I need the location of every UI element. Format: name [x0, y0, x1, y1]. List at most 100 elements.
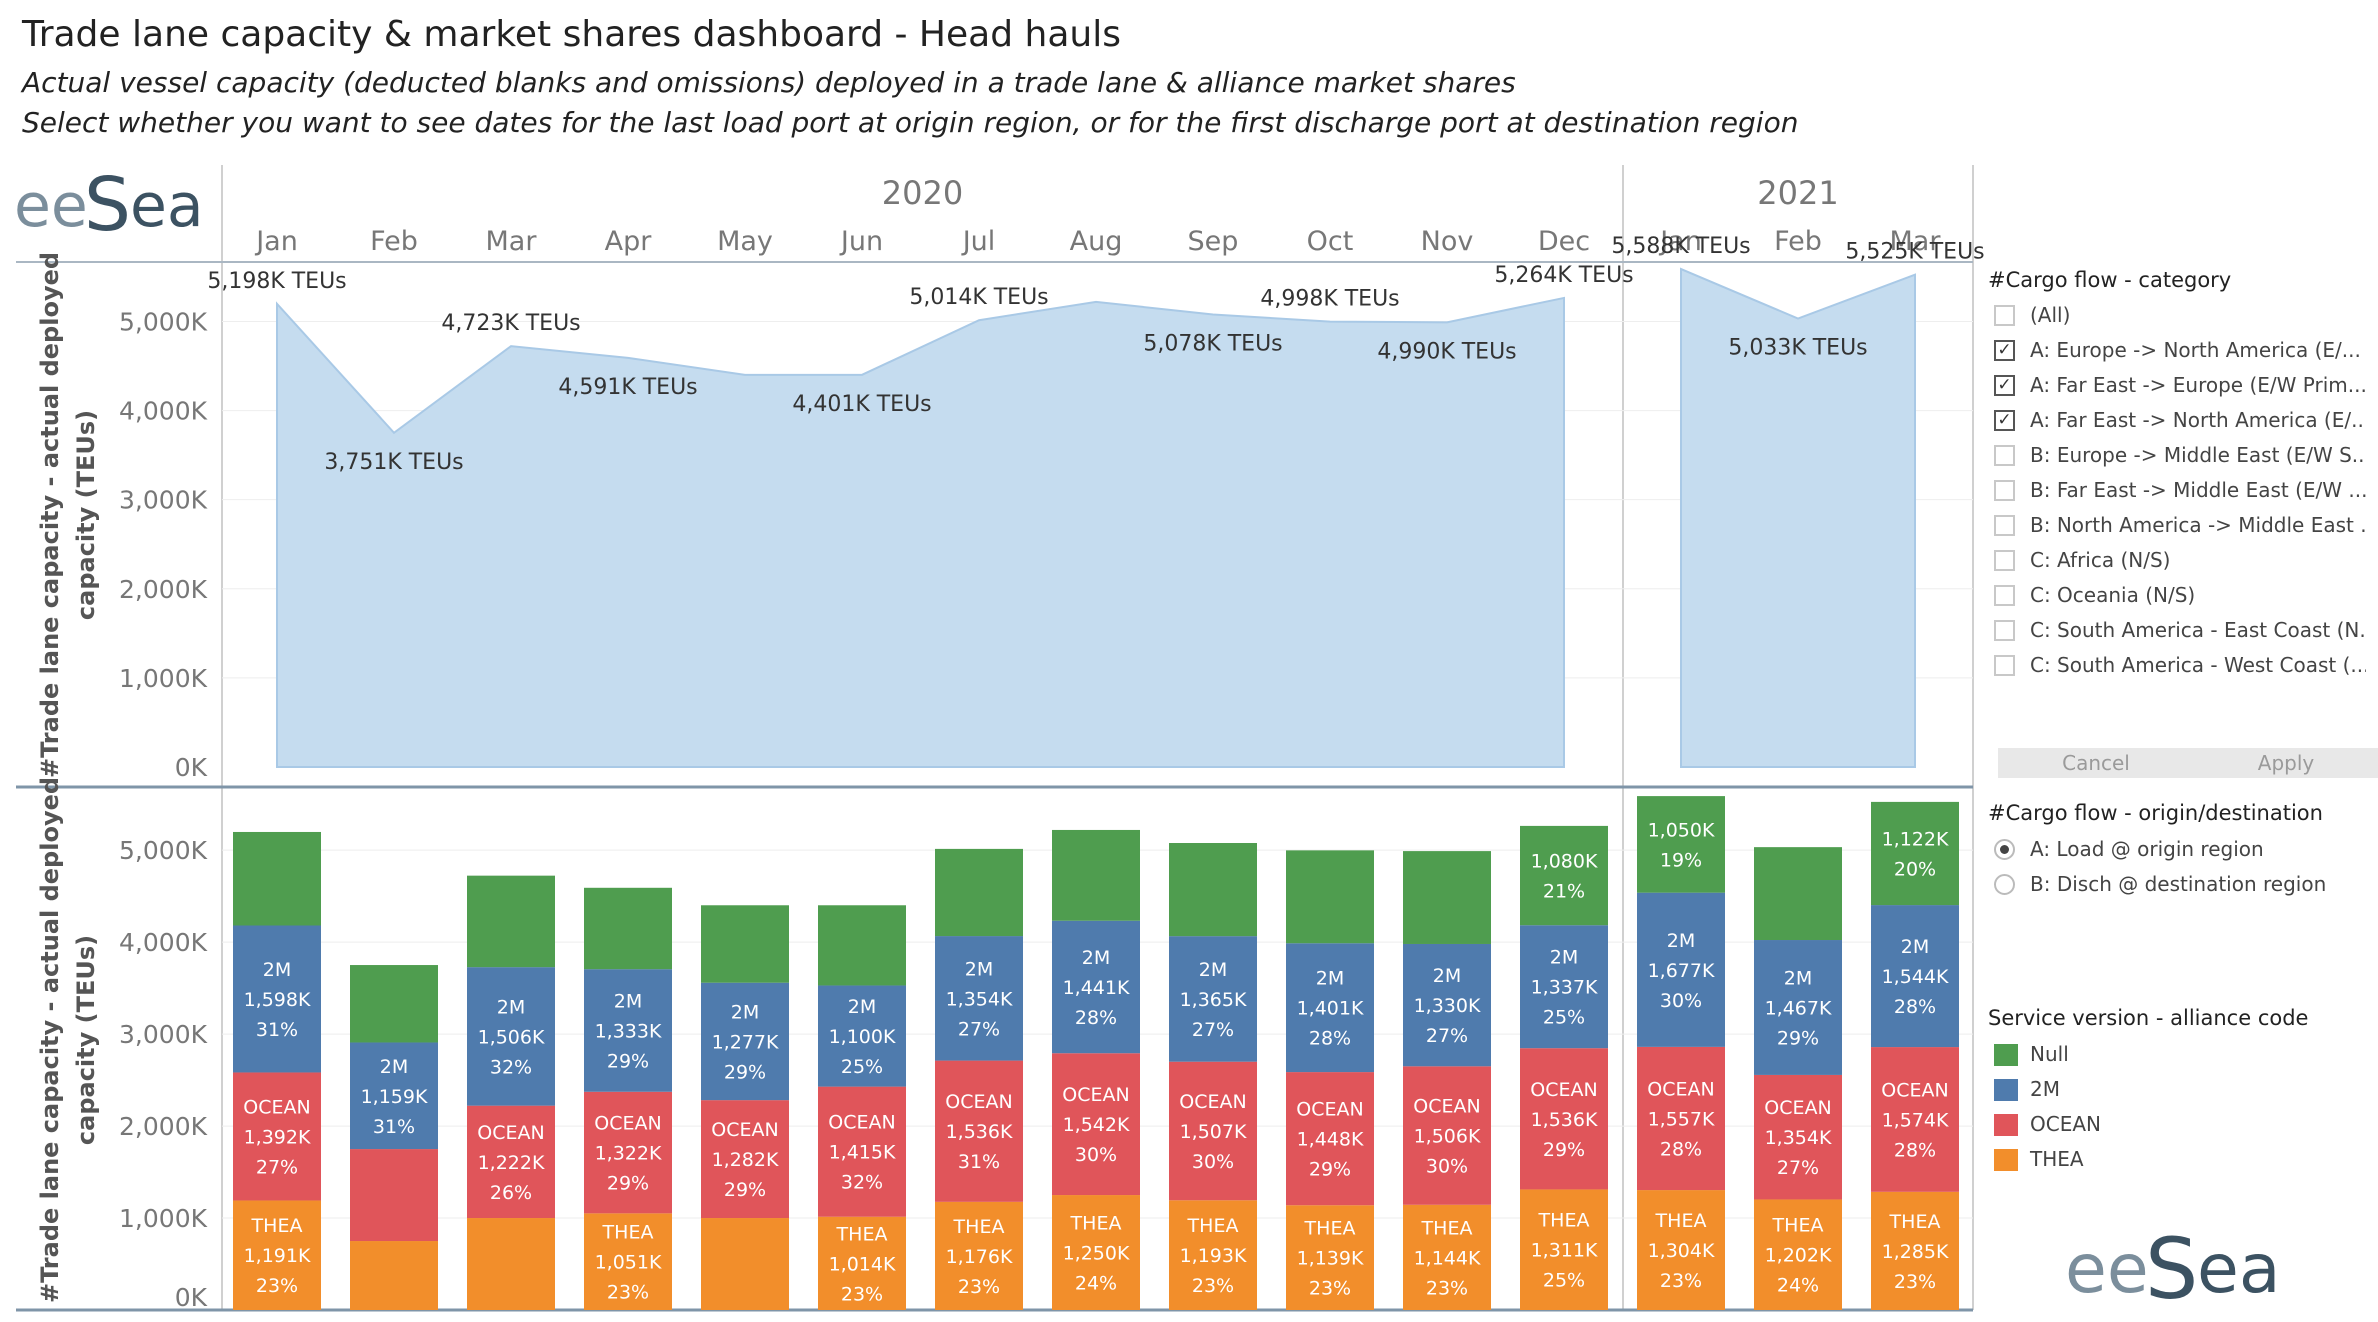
bar-label-thea-14-0: THEA	[1889, 1211, 1941, 1233]
bar-label-2m-10-1: 1,330K	[1414, 995, 1481, 1017]
bar-segment-thea-5	[818, 1216, 906, 1310]
month-label-10: Nov	[1421, 226, 1474, 257]
month-label-13: Feb	[1774, 226, 1822, 257]
bar-segment-null-12	[1637, 796, 1725, 893]
bar-segment-thea-10	[1403, 1204, 1491, 1310]
checkbox[interactable]	[1994, 305, 2015, 326]
checkbox[interactable]	[1994, 655, 2015, 676]
bar-segment-ocean-2	[467, 1105, 555, 1219]
bar-label-thea-13-2: 24%	[1777, 1275, 1819, 1297]
bar-label-thea-9-1: 1,139K	[1297, 1248, 1364, 1270]
radio-label: B: Disch @ destination region	[2030, 872, 2327, 896]
legend-label: Null	[2030, 1042, 2069, 1066]
bar-segment-thea-11	[1520, 1189, 1608, 1310]
checkbox[interactable]	[1994, 480, 2015, 501]
bar-label-ocean-4-1: 1,282K	[712, 1149, 779, 1171]
bar-label-ocean-6-1: 1,536K	[946, 1121, 1013, 1143]
bar-segment-2m-0	[233, 925, 321, 1073]
bar-label-2m-1-1: 1,159K	[361, 1086, 428, 1108]
radio-button[interactable]	[1994, 839, 2015, 860]
area-ylabel-line2: capacity (TEUs)	[72, 410, 100, 620]
legend-swatch	[1994, 1149, 2018, 1171]
category-filter-item[interactable]: B: Europe -> Middle East (E/W S...	[1994, 442, 2366, 472]
checkbox[interactable]: ✓	[1994, 340, 2015, 361]
bar-label-ocean-3-0: OCEAN	[594, 1113, 661, 1135]
bar-segment-null-7	[1052, 829, 1140, 921]
bar-label-2m-5-1: 1,100K	[829, 1026, 896, 1048]
category-filter-item[interactable]: B: North America -> Middle East ...	[1994, 512, 2366, 542]
legend-label: 2M	[2030, 1077, 2060, 1101]
bar-label-2m-3-0: 2M	[614, 990, 642, 1012]
bar-label-2m-6-0: 2M	[965, 958, 993, 980]
bar-label-2m-14-0: 2M	[1901, 936, 1929, 958]
area-ytick-0: 0K	[175, 753, 208, 782]
checkbox[interactable]	[1994, 620, 2015, 641]
bar-segment-2m-13	[1754, 940, 1842, 1075]
month-label-12: Jan	[1658, 226, 1702, 257]
bar-label-ocean-12-1: 1,557K	[1648, 1108, 1715, 1130]
bar-label-ocean-6-2: 31%	[958, 1151, 1000, 1173]
area-data-label-1: 3,751K TEUs	[324, 450, 463, 475]
checkbox[interactable]	[1994, 585, 2015, 606]
origin-destination-option[interactable]: B: Disch @ destination region	[1994, 871, 2364, 901]
category-filter-item[interactable]: C: South America - East Coast (N...	[1994, 617, 2366, 647]
bar-label-2m-12-1: 1,677K	[1648, 960, 1715, 982]
bar-label-2m-11-1: 1,337K	[1531, 977, 1598, 999]
bar-ylabel-line2: capacity (TEUs)	[72, 935, 100, 1145]
dashboard-subtitle-2: Select whether you want to see dates for…	[22, 106, 1799, 139]
area-data-label-8: 5,078K TEUs	[1143, 332, 1282, 357]
year-label-2020: 2020	[882, 174, 963, 212]
month-label-14: Mar	[1890, 226, 1942, 257]
bar-label-thea-0-0: THEA	[251, 1215, 303, 1237]
dashboard-subtitle-1: Actual vessel capacity (deducted blanks …	[22, 66, 1516, 99]
bar-segment-ocean-5	[818, 1086, 906, 1217]
category-filter-title: #Cargo flow - category	[1988, 268, 2232, 292]
cancel-button[interactable]: Cancel	[1998, 748, 2194, 778]
checkbox[interactable]: ✓	[1994, 410, 2015, 431]
origin-destination-option[interactable]: A: Load @ origin region	[1994, 836, 2364, 866]
bar-label-thea-8-0: THEA	[1187, 1215, 1239, 1237]
bar-label-2m-14-1: 1,544K	[1882, 966, 1949, 988]
bar-label-2m-2-0: 2M	[497, 996, 525, 1018]
category-filter-item[interactable]: ✓ A: Europe -> North America (E/...	[1994, 337, 2364, 367]
category-filter-item[interactable]: B: Far East -> Middle East (E/W ...	[1994, 477, 2366, 507]
checkbox[interactable]: ✓	[1994, 375, 2015, 396]
category-filter-label: B: Europe -> Middle East (E/W S...	[2030, 443, 2366, 467]
legend-swatch	[1994, 1044, 2018, 1066]
bar-label-thea-10-1: 1,144K	[1414, 1247, 1481, 1269]
category-filter-item[interactable]: C: Africa (N/S)	[1994, 547, 2364, 577]
bar-label-ocean-7-0: OCEAN	[1062, 1084, 1129, 1106]
bar-segment-thea-0	[233, 1200, 321, 1310]
bar-label-thea-6-0: THEA	[953, 1216, 1005, 1238]
bar-label-thea-14-1: 1,285K	[1882, 1241, 1949, 1263]
bar-label-2m-10-2: 27%	[1426, 1025, 1468, 1047]
category-filter-item[interactable]: (All)	[1994, 302, 2364, 332]
bar-label-thea-12-0: THEA	[1655, 1210, 1707, 1232]
bar-label-2m-4-0: 2M	[731, 1001, 759, 1023]
category-filter-item[interactable]: ✓ A: Far East -> North America (E/...	[1994, 407, 2366, 437]
bar-label-thea-10-0: THEA	[1421, 1217, 1473, 1239]
area-ytick-3: 3,000K	[119, 486, 208, 515]
apply-button[interactable]: Apply	[2188, 748, 2378, 778]
radio-button[interactable]	[1994, 874, 2015, 895]
bar-label-2m-2-1: 1,506K	[478, 1026, 545, 1048]
area-data-label-11: 5,264K TEUs	[1494, 263, 1633, 288]
bar-label-2m-13-1: 1,467K	[1765, 997, 1832, 1019]
category-filter-label: C: Oceania (N/S)	[2030, 583, 2196, 607]
bar-label-ocean-3-2: 29%	[607, 1173, 649, 1195]
checkbox[interactable]	[1994, 515, 2015, 536]
category-filter-item[interactable]: C: South America - West Coast (...	[1994, 652, 2366, 682]
bar-label-ocean-14-2: 28%	[1894, 1139, 1936, 1161]
bar-label-thea-10-2: 23%	[1426, 1277, 1468, 1299]
checkbox[interactable]	[1994, 550, 2015, 571]
category-filter-label: C: Africa (N/S)	[2030, 548, 2171, 572]
bar-ylabel-line1: #Trade lane capacity - actual deployed	[36, 777, 64, 1303]
category-filter-item[interactable]: ✓ A: Far East -> Europe (E/W Prim...	[1994, 372, 2366, 402]
bar-segment-2m-5	[818, 985, 906, 1087]
bar-segment-2m-14	[1871, 905, 1959, 1048]
bar-label-ocean-10-2: 30%	[1426, 1156, 1468, 1178]
bar-label-ocean-11-2: 29%	[1543, 1139, 1585, 1161]
checkbox[interactable]	[1994, 445, 2015, 466]
category-filter-item[interactable]: C: Oceania (N/S)	[1994, 582, 2364, 612]
bar-segment-null-10	[1403, 851, 1491, 944]
